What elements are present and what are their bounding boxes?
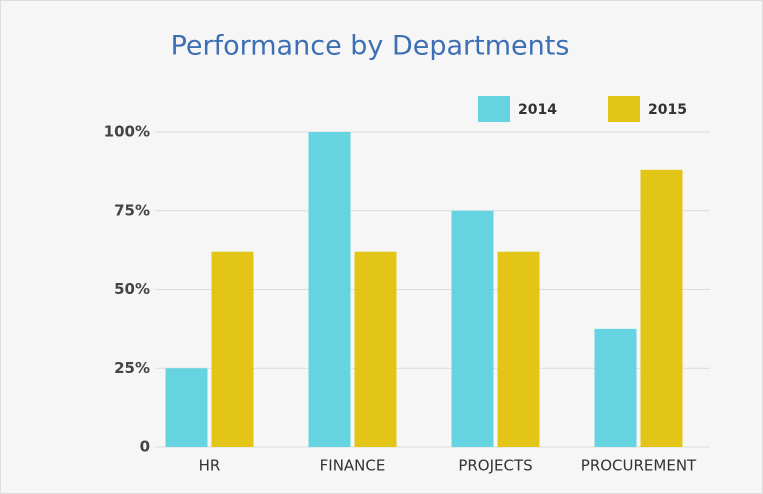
y-tick-label: 50%	[114, 280, 150, 298]
y-tick-label: 100%	[104, 123, 150, 141]
y-tick-label: 25%	[114, 359, 150, 377]
bar	[451, 210, 494, 447]
bar	[354, 251, 397, 447]
bar	[165, 368, 208, 447]
bar	[594, 328, 637, 447]
bar	[497, 251, 540, 447]
y-tick-label: 75%	[114, 201, 150, 219]
legend-label: 2014	[518, 102, 557, 118]
bar	[308, 132, 351, 447]
x-tick-label: PROCUREMENT	[581, 457, 697, 475]
bar	[640, 169, 683, 448]
legend-swatch	[608, 96, 640, 122]
chart-title: Performance by Departments	[171, 31, 570, 62]
x-tick-label: HR	[199, 457, 221, 475]
legend-swatch	[478, 96, 510, 122]
y-tick-label: 0	[140, 438, 150, 456]
x-tick-label: FINANCE	[320, 457, 386, 475]
bar	[211, 251, 254, 447]
x-tick-label: PROJECTS	[458, 457, 532, 475]
legend-label: 2015	[648, 102, 687, 118]
